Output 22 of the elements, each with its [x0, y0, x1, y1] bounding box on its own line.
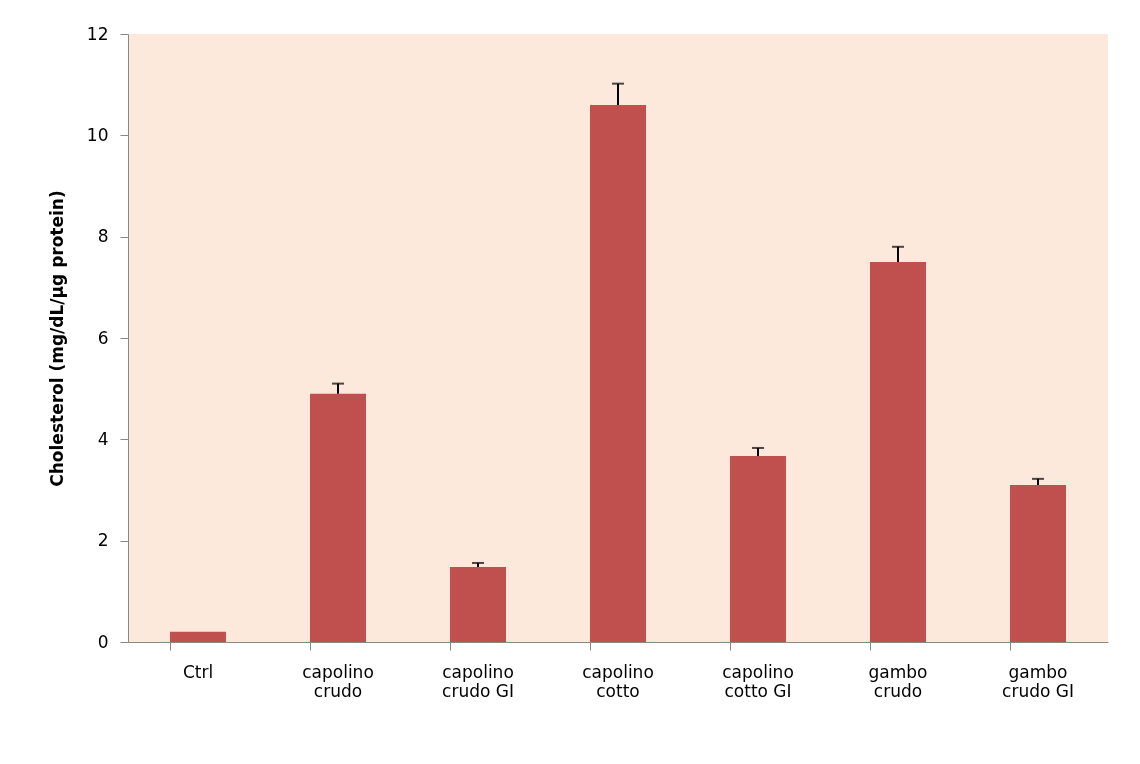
y-tick-label: 2: [97, 530, 109, 551]
y-tick-label: 12: [86, 23, 109, 44]
bar: [1010, 484, 1066, 642]
x-tick-label: capolino cotto GI: [722, 661, 794, 701]
bar: [450, 567, 506, 642]
y-tick-label: 4: [97, 428, 109, 449]
bar: [730, 456, 786, 642]
x-tick-label: gambo crudo GI: [1002, 661, 1074, 701]
y-tick-label: 10: [86, 124, 109, 145]
y-tick-label: 8: [97, 226, 109, 247]
y-tick-label: 6: [97, 327, 109, 348]
x-tick-label: capolino crudo GI: [442, 661, 514, 701]
y-axis-title: Cholesterol (mg/dL/µg protein): [46, 190, 67, 487]
x-tick-label: capolino cotto: [582, 661, 654, 701]
bar: [170, 631, 226, 642]
x-tick-label: Ctrl: [182, 661, 214, 682]
bar: [310, 393, 366, 642]
x-tick-label: gambo crudo: [868, 661, 928, 701]
y-tick-label: 0: [97, 631, 109, 652]
x-tick-label: capolino crudo: [302, 661, 374, 701]
bar: [590, 104, 646, 642]
bar: [870, 262, 926, 642]
